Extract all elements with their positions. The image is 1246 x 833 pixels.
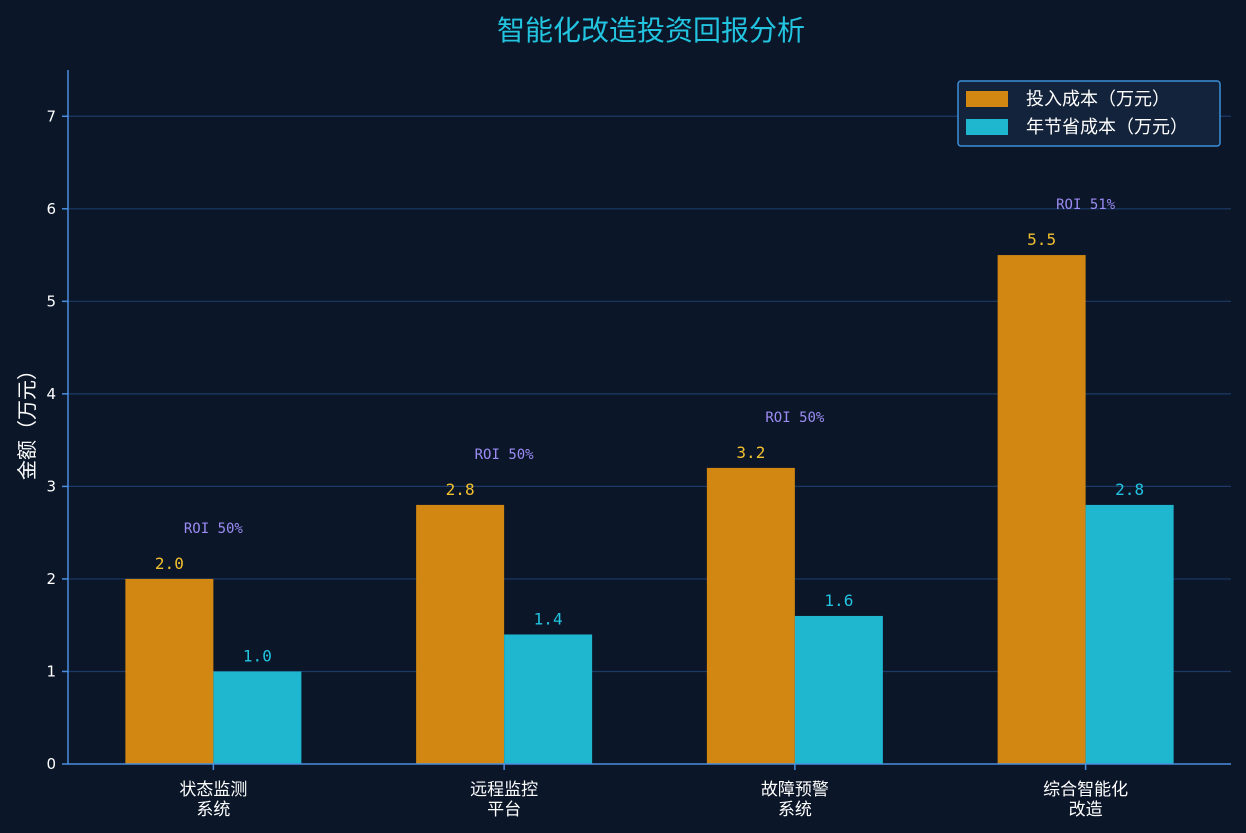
x-category-label: 综合智能化 <box>1043 780 1128 800</box>
cost-bar <box>997 255 1086 765</box>
cost-bar <box>706 467 795 764</box>
cost-value-label: 3.2 <box>736 443 765 462</box>
y-tick-label: 0 <box>46 755 56 773</box>
legend-label: 年节省成本（万元） <box>1026 117 1188 138</box>
saving-bar <box>794 615 883 764</box>
y-tick-label: 1 <box>46 662 56 680</box>
saving-bar <box>213 671 302 764</box>
legend-label: 投入成本（万元） <box>1026 89 1170 110</box>
x-category-label: 系统 <box>778 800 812 820</box>
saving-value-label: 1.0 <box>243 646 272 665</box>
saving-value-label: 1.6 <box>824 591 853 610</box>
roi-annotation: ROI 50% <box>765 410 825 426</box>
saving-value-label: 1.4 <box>534 609 563 628</box>
y-axis-label: 金额（万元） <box>15 360 39 480</box>
y-tick-label: 6 <box>46 200 56 218</box>
saving-bar <box>1085 504 1174 764</box>
bars <box>125 255 1174 765</box>
roi-annotation: ROI 50% <box>184 521 244 537</box>
roi-annotation: ROI 51% <box>1056 197 1116 213</box>
cost-value-label: 2.0 <box>155 554 184 573</box>
cost-bar <box>125 578 214 764</box>
x-category-label: 平台 <box>487 800 521 820</box>
legend: 投入成本（万元） 年节省成本（万元） <box>957 80 1221 147</box>
axes <box>62 70 1231 770</box>
cost-bar <box>416 504 505 764</box>
y-tick-label: 7 <box>46 107 56 125</box>
x-category-label: 改造 <box>1069 800 1103 820</box>
x-category-label: 故障预警 <box>761 780 829 800</box>
cost-value-label: 2.8 <box>446 480 475 499</box>
y-tick-label: 5 <box>46 292 56 310</box>
saving-value-label: 2.8 <box>1115 480 1144 499</box>
legend-swatch <box>966 119 1008 135</box>
saving-bar <box>504 634 593 764</box>
gridlines <box>68 115 1231 673</box>
y-tick-label: 3 <box>46 477 56 495</box>
x-category-label: 系统 <box>196 800 230 820</box>
roi-annotation: ROI 50% <box>475 447 535 463</box>
x-category-label: 状态监测 <box>179 780 247 800</box>
legend-swatch <box>966 91 1008 107</box>
legend-box <box>957 80 1221 147</box>
y-tick-label: 4 <box>46 385 56 403</box>
x-category-label: 远程监控 <box>470 780 538 800</box>
y-tick-label: 2 <box>46 570 56 588</box>
cost-value-label: 5.5 <box>1027 230 1056 249</box>
chart-title: 智能化改造投资回报分析 <box>497 14 805 47</box>
